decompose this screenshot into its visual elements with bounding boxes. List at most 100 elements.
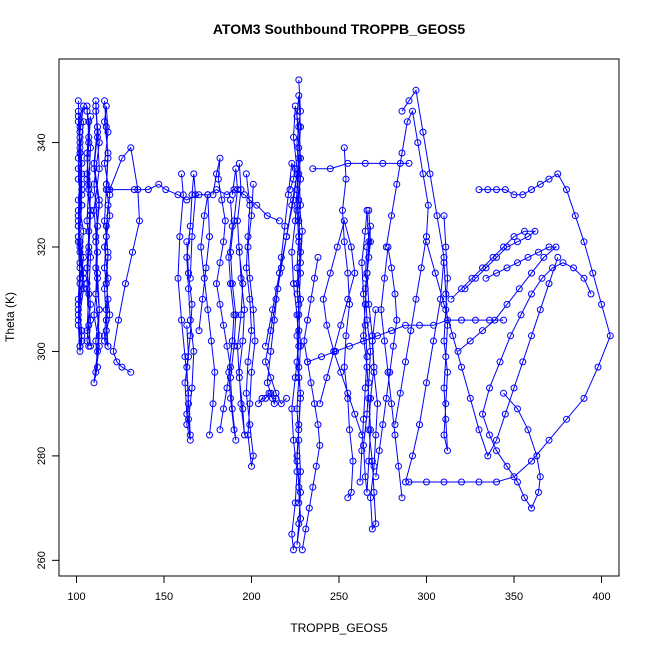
data-point: [94, 133, 101, 141]
data-point: [510, 384, 518, 392]
data-point: [351, 269, 359, 277]
data-point: [370, 368, 378, 376]
data-point: [220, 238, 227, 246]
data-point: [536, 306, 544, 314]
data-point: [223, 342, 231, 350]
data-point: [186, 316, 194, 324]
data-point: [323, 321, 331, 329]
data-point: [101, 243, 108, 251]
data-point: [232, 311, 240, 319]
data-point: [444, 274, 451, 282]
data-point: [398, 494, 406, 502]
data-point: [297, 389, 304, 397]
data-point: [368, 337, 376, 345]
data-point: [503, 243, 511, 251]
data-point: [174, 274, 182, 282]
data-point: [307, 295, 315, 303]
data-point: [423, 233, 430, 241]
data-point: [540, 253, 548, 261]
data-point: [444, 316, 451, 324]
data-point: [90, 165, 98, 173]
data-point: [92, 337, 100, 345]
data-point: [475, 186, 483, 194]
data-point: [74, 175, 82, 183]
data-point: [74, 212, 82, 220]
data-point: [493, 269, 500, 277]
data-point: [216, 154, 224, 162]
data-point: [372, 520, 380, 528]
data-point: [424, 201, 432, 209]
data-point: [74, 321, 82, 329]
data-point: [162, 186, 170, 194]
data-point: [440, 259, 448, 267]
data-point: [251, 337, 259, 345]
data-point: [554, 170, 562, 178]
data-point: [94, 269, 101, 277]
data-point: [206, 431, 213, 439]
data-point: [244, 243, 252, 251]
data-point: [360, 415, 367, 423]
series-line: [385, 109, 429, 425]
data-point: [536, 473, 544, 481]
data-point: [510, 191, 518, 199]
data-point: [479, 264, 486, 272]
data-point: [290, 436, 297, 444]
data-point: [288, 201, 296, 209]
data-point: [115, 316, 122, 324]
data-point: [87, 112, 94, 120]
data-point: [326, 269, 334, 277]
data-point: [295, 520, 303, 528]
data-point: [391, 421, 399, 429]
data-point: [83, 285, 91, 293]
data-point: [295, 436, 303, 444]
data-point: [493, 478, 500, 486]
data-point: [368, 332, 376, 340]
data-point: [214, 175, 222, 183]
data-point: [293, 452, 301, 460]
data-point: [309, 165, 317, 173]
data-point: [237, 311, 245, 319]
data-point: [454, 347, 462, 355]
series-line: [319, 218, 363, 436]
data-point: [417, 264, 425, 272]
data-point: [440, 384, 448, 392]
data-point: [104, 201, 112, 209]
data-point: [190, 170, 198, 178]
data-point: [552, 243, 560, 251]
data-point: [244, 233, 252, 241]
data-point: [200, 274, 208, 282]
data-point: [291, 374, 299, 382]
data-point: [367, 394, 374, 402]
data-point: [500, 243, 507, 251]
series-line: [109, 146, 141, 373]
data-point: [365, 253, 373, 261]
data-point: [104, 248, 112, 256]
data-point: [340, 238, 348, 246]
data-point: [295, 499, 303, 507]
data-point: [484, 186, 492, 194]
data-point: [290, 133, 297, 141]
data-point: [92, 238, 100, 246]
data-point: [244, 358, 252, 366]
data-point: [192, 191, 199, 199]
data-point: [533, 452, 541, 460]
series-line: [177, 173, 197, 441]
data-point: [295, 233, 303, 241]
data-point: [76, 264, 84, 272]
data-point: [367, 238, 374, 246]
data-point: [83, 107, 91, 115]
data-point: [293, 541, 301, 549]
data-point: [419, 170, 427, 178]
data-point: [95, 201, 103, 209]
data-point: [234, 342, 241, 350]
data-point: [330, 347, 338, 355]
data-point: [276, 217, 283, 225]
data-point: [248, 462, 255, 470]
data-point: [528, 290, 535, 298]
data-point: [587, 290, 595, 298]
data-point: [514, 478, 521, 486]
data-point: [326, 165, 334, 173]
data-point: [363, 353, 371, 361]
data-point: [106, 186, 114, 194]
data-point: [370, 462, 378, 470]
